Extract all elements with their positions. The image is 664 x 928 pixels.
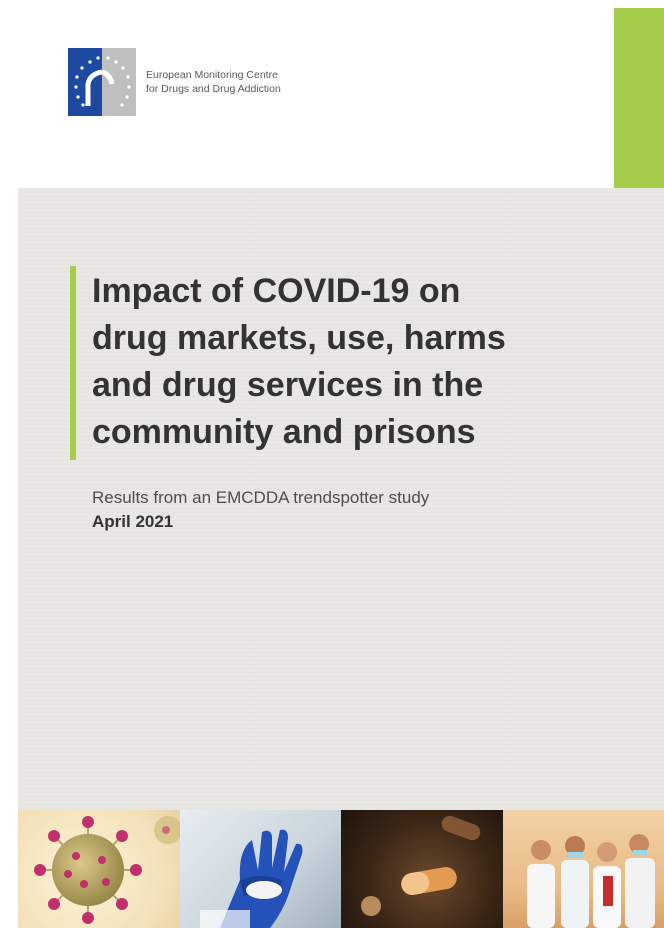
- title-line-1: Impact of COVID-19 on: [92, 272, 461, 310]
- emcdda-logo-icon: [68, 48, 136, 116]
- cover-body: Impact of COVID-19 on drug markets, use,…: [18, 188, 664, 810]
- medical-staff-image: [502, 810, 664, 928]
- gloved-hand-powder-image: [179, 810, 341, 928]
- green-accent-tab: [614, 8, 664, 188]
- photo-strip: [18, 810, 664, 928]
- report-title: Impact of COVID-19 on drug markets, use,…: [92, 268, 592, 456]
- pills-image: [341, 810, 503, 928]
- report-cover: European Monitoring Centre for Drugs and…: [18, 8, 664, 928]
- cover-header: European Monitoring Centre for Drugs and…: [18, 8, 614, 188]
- report-subtitle: Results from an EMCDDA trendspotter stud…: [92, 488, 430, 507]
- agency-name-line-1: European Monitoring Centre: [146, 69, 278, 81]
- coronavirus-image: [18, 810, 180, 928]
- title-line-2: drug markets, use, harms: [92, 319, 506, 357]
- title-line-3: and drug services in the: [92, 366, 484, 404]
- agency-name-line-2: for Drugs and Drug Addiction: [146, 83, 281, 95]
- title-accent-bar: [70, 266, 76, 460]
- report-date: April 2021: [92, 512, 174, 531]
- title-line-4: community and prisons: [92, 413, 476, 451]
- agency-name: European Monitoring Centre for Drugs and…: [146, 68, 281, 96]
